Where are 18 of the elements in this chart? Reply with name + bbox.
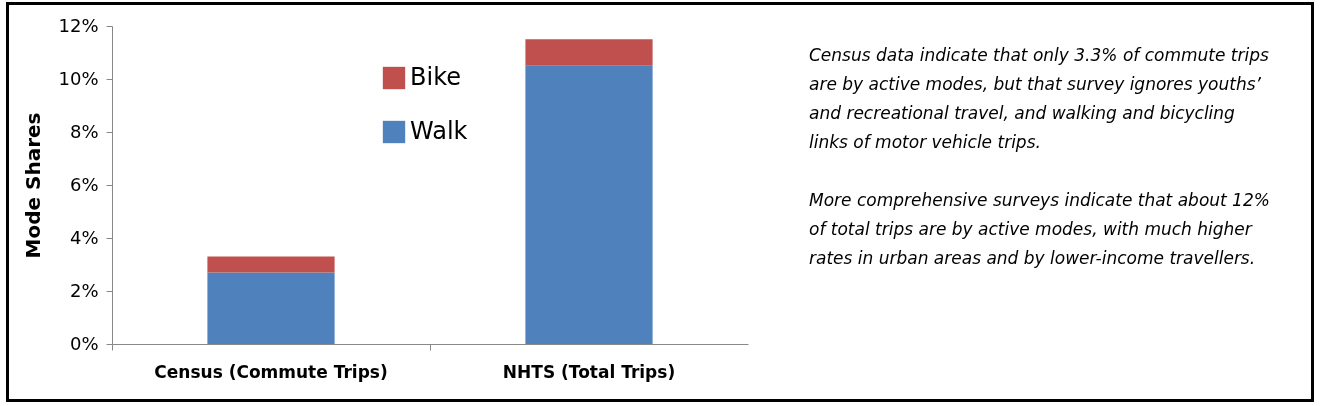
text: More comprehensive surveys indicate that about 12% of total trips are by active modes, with much higher rates in urban areas and by lower-income travellers.	[809, 189, 1271, 270]
y-tick-label: 12%	[58, 14, 99, 36]
y-tick-label: 4%	[69, 226, 99, 248]
legend-label: Walk	[410, 117, 468, 145]
text: Census data indicate that only 3.3% of commute trips are by active modes, but that survey ignores youths’ and recreational travel, and walking and bicycling links of motor vehicle trips.	[809, 44, 1270, 154]
y-tick-label: 10%	[58, 67, 99, 89]
legend-label: Bike	[410, 63, 461, 91]
bar	[207, 272, 335, 344]
y-tick-label: 0%	[69, 332, 99, 354]
y-tick-label: 2%	[69, 279, 99, 301]
y-tick-label: 6%	[69, 173, 99, 195]
x-tick-label: NHTS (Total Trips)	[502, 361, 676, 382]
bar	[525, 65, 653, 344]
bar	[207, 256, 335, 273]
y-tick-label: 8%	[69, 120, 99, 142]
bar	[525, 39, 653, 66]
y-axis-title: Mode Shares	[21, 112, 46, 259]
x-tick-label: Census (Commute Trips)	[154, 361, 388, 382]
